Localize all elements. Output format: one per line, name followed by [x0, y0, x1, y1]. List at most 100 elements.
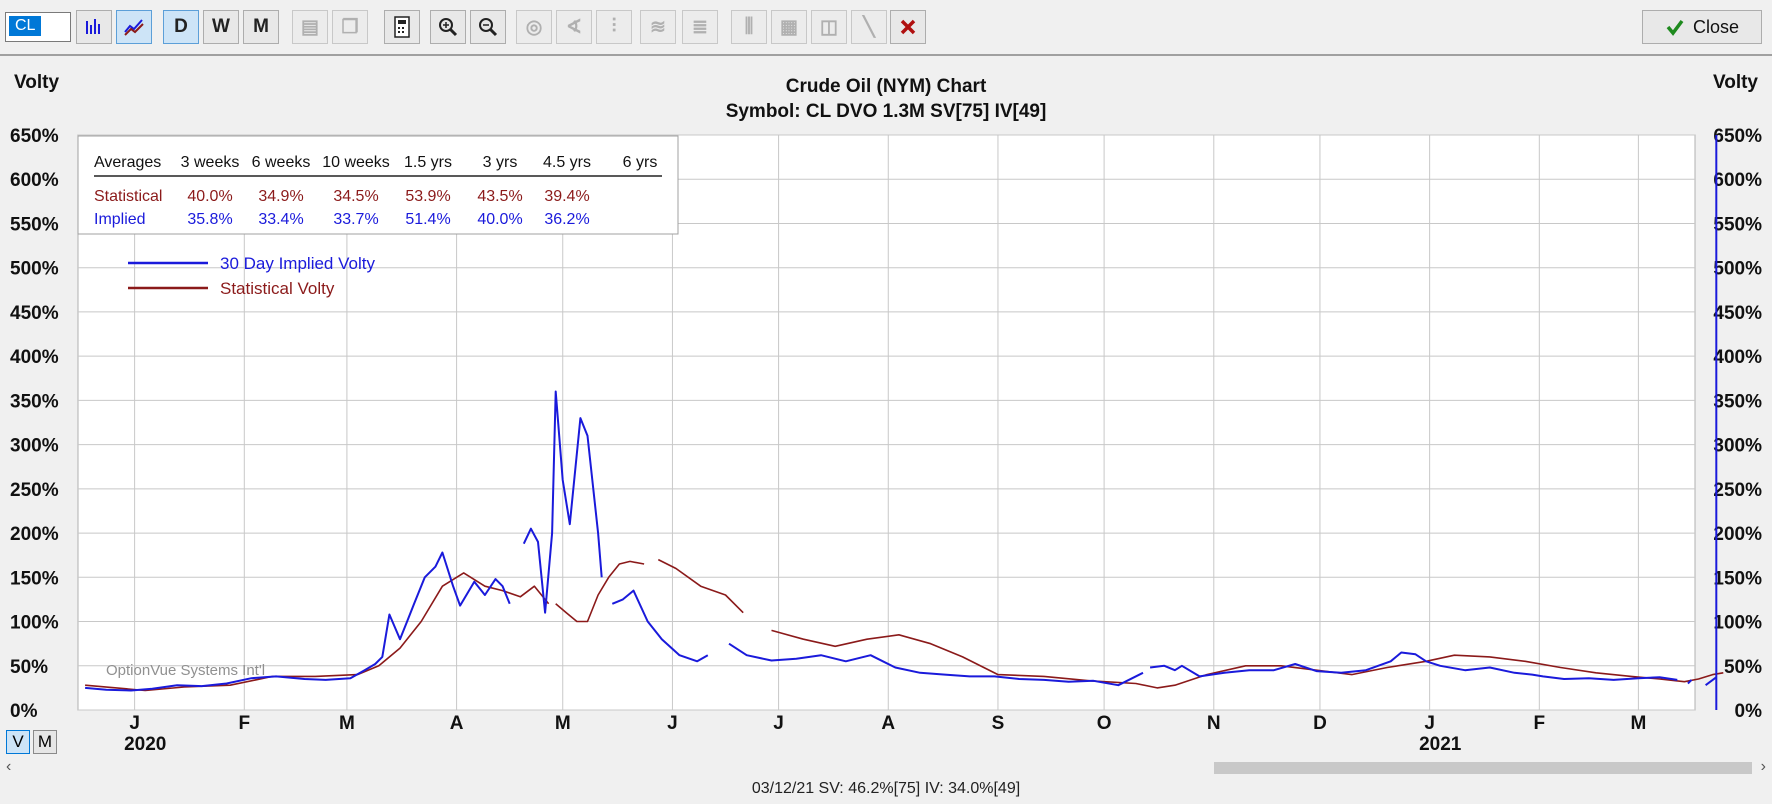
averages-row-label: Implied	[94, 211, 146, 228]
year-labels: 2020 2021	[124, 734, 1462, 755]
y-tick-label-right: 400%	[1713, 347, 1762, 368]
stacked-lines-icon[interactable]: ≣	[682, 10, 718, 44]
averages-cell: 53.9%	[405, 188, 450, 205]
layers-icon[interactable]: ◫	[811, 10, 847, 44]
horizontal-gridlines	[78, 134, 1695, 711]
averages-cell: 39.4%	[544, 188, 589, 205]
y-tick-label-left: 50%	[10, 657, 48, 678]
implied-volty-line	[522, 390, 603, 614]
averages-cell: 43.5%	[477, 188, 522, 205]
volatility-chart: Crude Oil (NYM) Chart Symbol: CL DVO 1.3…	[0, 58, 1772, 758]
y-tick-label-left: 650%	[10, 126, 59, 147]
scroll-left-icon[interactable]: ‹	[6, 758, 12, 775]
averages-cell: 51.4%	[405, 211, 450, 228]
mode-view-button[interactable]: M	[33, 730, 57, 754]
bar-chart-icon[interactable]	[76, 10, 112, 44]
averages-cell: 36.2%	[544, 211, 589, 228]
daily-button[interactable]: D	[163, 10, 199, 44]
chart-title: Crude Oil (NYM) Chart	[786, 76, 987, 97]
grid-settings-icon[interactable]: ▤	[292, 10, 328, 44]
averages-header: 3 weeks	[181, 154, 240, 171]
x-tick-label: D	[1313, 713, 1327, 734]
x-tick-label: J	[1424, 713, 1435, 734]
statistical-volty-line	[85, 572, 550, 692]
x-tick-label: A	[450, 713, 464, 734]
calculator-icon[interactable]	[384, 10, 420, 44]
x-tick-label: J	[129, 713, 140, 734]
y-tick-label-left: 100%	[10, 613, 59, 634]
y-tick-label-right: 250%	[1713, 480, 1762, 501]
x-tick-label: M	[1630, 713, 1646, 734]
x-tick-label: A	[881, 713, 895, 734]
averages-header: 1.5 yrs	[404, 154, 452, 171]
delete-icon[interactable]	[890, 10, 926, 44]
left-y-ticks: 0% 50% 100% 150% 200% 250% 300% 350% 400% 450% 500…	[10, 126, 59, 722]
averages-header: 3 yrs	[483, 154, 518, 171]
monthly-button[interactable]: M	[243, 10, 279, 44]
y-tick-label-right: 450%	[1713, 303, 1762, 324]
averages-table: Averages 3 weeks 6 weeks 10 weeks 1.5 yrs 3 y…	[77, 135, 679, 235]
averages-cell: 34.5%	[333, 188, 378, 205]
status-text: 03/12/21 SV: 46.2%[75] IV: 34.0%[49]	[751, 780, 1021, 797]
angle-icon[interactable]: ∢	[556, 10, 592, 44]
x-tick-label: S	[992, 713, 1005, 734]
x-tick-label: O	[1097, 713, 1112, 734]
close-label: Close	[1692, 16, 1740, 37]
y-tick-label-left: 450%	[10, 303, 59, 324]
y-tick-label-right: 300%	[1713, 436, 1762, 457]
study-icon[interactable]: ▦	[771, 10, 807, 44]
implied-volty-line	[728, 642, 1144, 687]
averages-cell: 33.4%	[258, 211, 303, 228]
zoom-out-icon[interactable]	[470, 10, 506, 44]
indicator-icon[interactable]: ⫼	[731, 10, 767, 44]
x-tick-label: F	[1534, 713, 1546, 734]
draw-line-icon[interactable]: ╲	[851, 10, 887, 44]
scrollbar-thumb[interactable]	[1214, 762, 1752, 774]
y-tick-label-right: 200%	[1713, 524, 1762, 545]
scroll-right-icon[interactable]: ›	[1760, 758, 1766, 775]
averages-header: 10 weeks	[322, 154, 390, 171]
y-tick-label-left: 0%	[10, 701, 38, 722]
year-label: 2020	[124, 734, 166, 755]
averages-cell: 35.8%	[187, 211, 232, 228]
averages-header: 6 weeks	[252, 154, 311, 171]
statistical-volty-line	[555, 560, 645, 623]
volatility-view-button[interactable]: V	[6, 730, 30, 754]
symbol-input[interactable]: CL	[5, 12, 71, 42]
y-tick-label-right: 600%	[1713, 170, 1762, 191]
averages-cell: 40.0%	[477, 211, 522, 228]
sliders-icon[interactable]: ⫶	[596, 10, 632, 44]
y-tick-label-right: 350%	[1713, 391, 1762, 412]
y-tick-label-left: 200%	[10, 524, 59, 545]
horizontal-scrollbar[interactable]: ‹ ›	[0, 758, 1772, 778]
lines-icon[interactable]: ≋	[640, 10, 676, 44]
legend: 30 Day Implied Volty Statistical Volty	[128, 254, 375, 298]
copy-icon[interactable]: ❐	[332, 10, 368, 44]
watermark: OptionVue Systems Int'l	[106, 662, 265, 679]
right-y-ticks: 0% 50% 100% 150% 200% 250% 300% 350% 400% 450% 500…	[1713, 126, 1762, 722]
zoom-in-icon[interactable]	[430, 10, 466, 44]
y-tick-label-left: 550%	[10, 214, 59, 235]
y-tick-label-left: 400%	[10, 347, 59, 368]
x-tick-label: J	[667, 713, 678, 734]
y-tick-label-right: 150%	[1713, 568, 1762, 589]
volatility-chart-icon[interactable]	[116, 10, 152, 44]
y-tick-label-right: 100%	[1713, 613, 1762, 634]
y-tick-label-left: 250%	[10, 480, 59, 501]
left-axis-label: Volty	[14, 72, 59, 93]
implied-volty-line	[1705, 676, 1717, 687]
target-icon[interactable]: ◎	[516, 10, 552, 44]
close-button[interactable]: Close	[1642, 10, 1762, 44]
implied-volty-line	[1149, 651, 1678, 681]
y-tick-label-right: 650%	[1713, 126, 1762, 147]
y-tick-label-left: 350%	[10, 391, 59, 412]
series-layer	[85, 390, 1724, 692]
averages-row-label: Statistical	[94, 188, 162, 205]
averages-header: 6 yrs	[623, 154, 658, 171]
weekly-button[interactable]: W	[203, 10, 239, 44]
x-tick-label: M	[555, 713, 571, 734]
statistical-volty-line	[657, 558, 744, 614]
implied-volty-line	[1687, 679, 1693, 685]
x-tick-label: M	[339, 713, 355, 734]
y-tick-label-left: 300%	[10, 436, 59, 457]
